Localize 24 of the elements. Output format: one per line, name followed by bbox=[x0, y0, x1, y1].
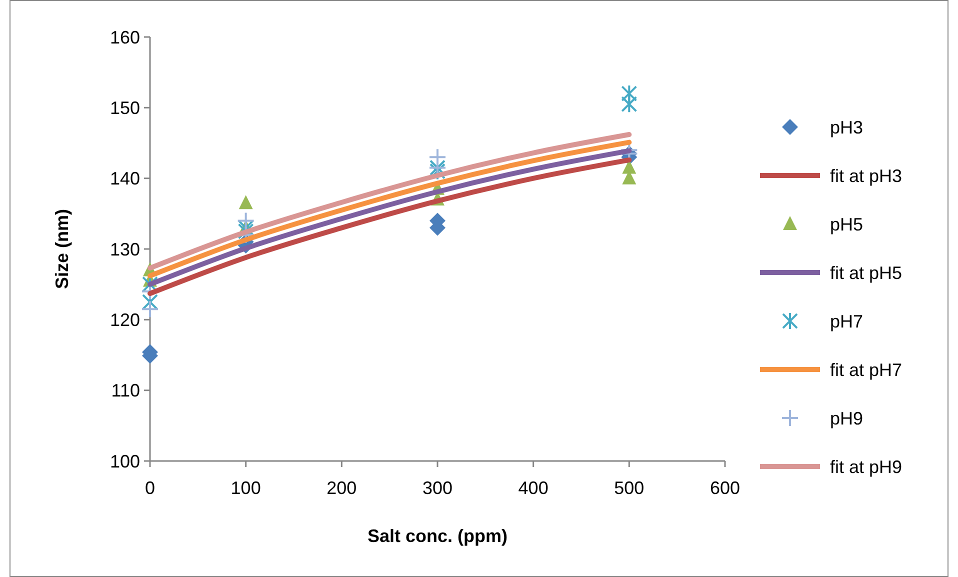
y-axis-title: Size (nm) bbox=[52, 208, 72, 290]
y-tick-label: 150 bbox=[110, 98, 140, 118]
y-tick-label: 140 bbox=[110, 168, 140, 189]
y-tick-label: 110 bbox=[111, 380, 140, 401]
x-tick-label: 600 bbox=[710, 478, 740, 498]
legend-label: pH5 bbox=[830, 214, 864, 234]
legend-label: fit at pH9 bbox=[830, 456, 902, 477]
y-tick-label: 120 bbox=[110, 310, 140, 330]
legend-label: fit at pH7 bbox=[830, 360, 902, 380]
x-tick-label: 100 bbox=[230, 478, 261, 498]
x-tick-label: 300 bbox=[422, 478, 453, 498]
x-tick-label: 500 bbox=[614, 478, 644, 498]
legend-label: pH7 bbox=[830, 311, 864, 332]
legend-label: pH9 bbox=[830, 408, 864, 428]
x-tick-label: 400 bbox=[518, 478, 548, 498]
legend-label: fit at pH5 bbox=[830, 262, 902, 283]
y-tick-label: 100 bbox=[110, 451, 140, 472]
x-tick-label: 0 bbox=[144, 478, 156, 498]
x-tick-label: 200 bbox=[326, 478, 357, 498]
legend-label: fit at pH3 bbox=[830, 166, 902, 186]
y-tick-label: 160 bbox=[110, 27, 140, 48]
legend-label: pH3 bbox=[830, 117, 864, 138]
x-axis-title: Salt conc. (ppm) bbox=[367, 526, 508, 546]
y-tick-label: 130 bbox=[110, 239, 140, 260]
